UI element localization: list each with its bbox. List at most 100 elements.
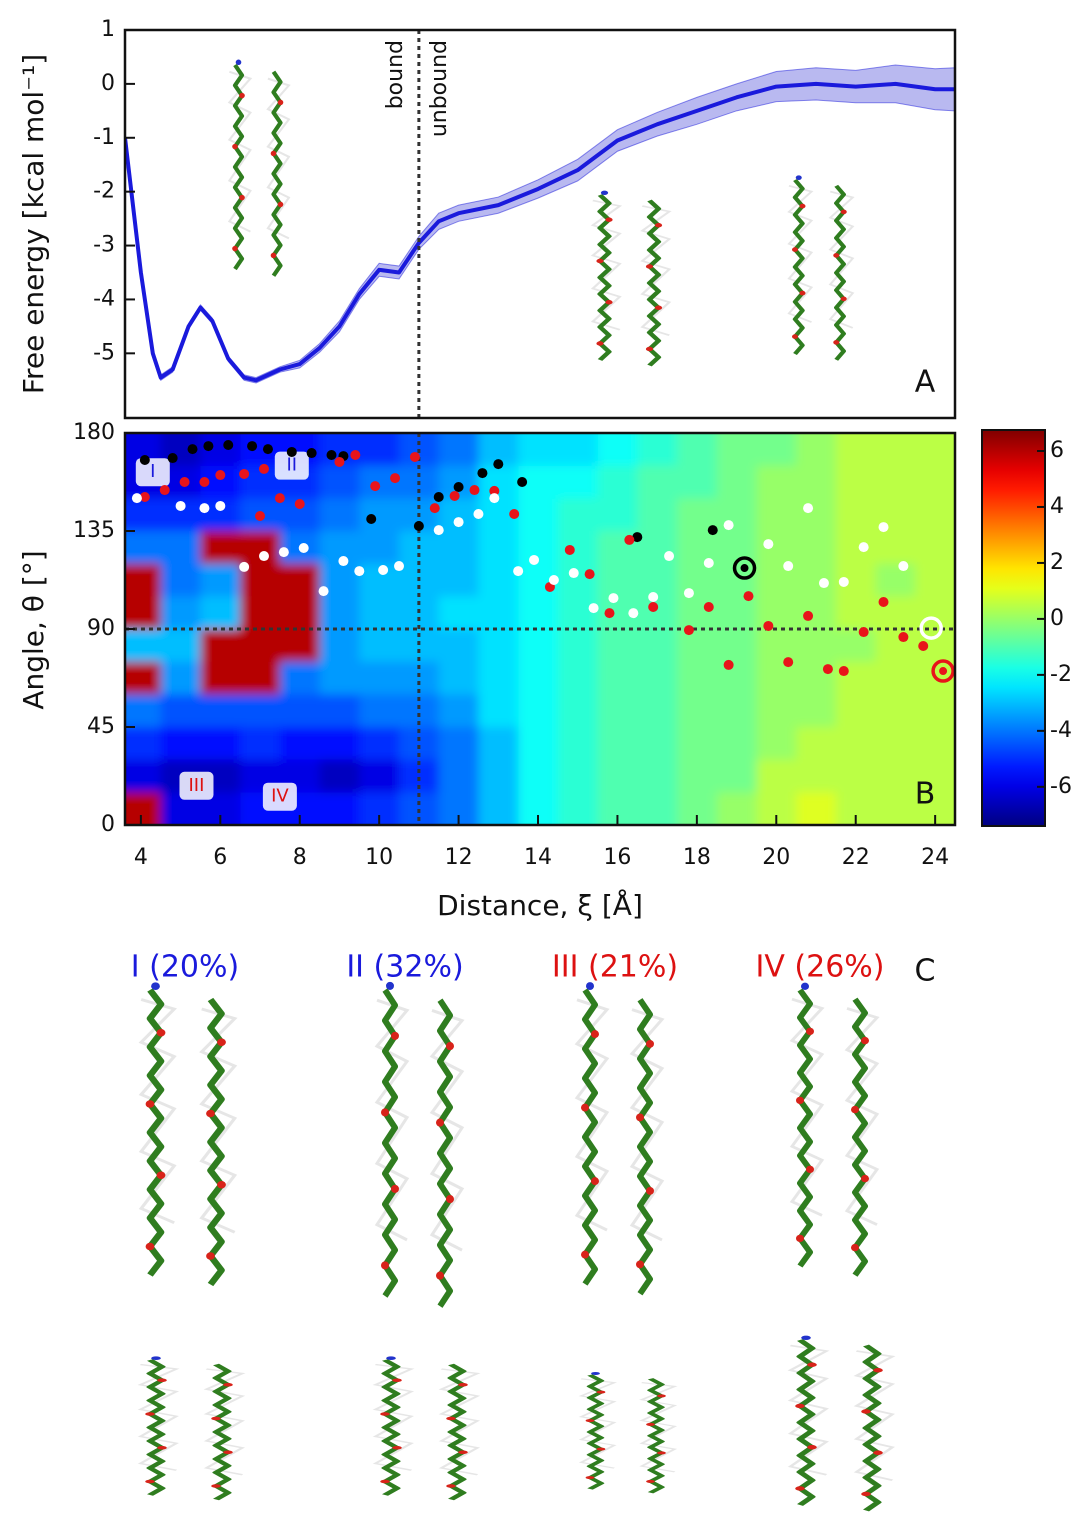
heat-cell xyxy=(478,792,519,825)
point xyxy=(139,492,150,503)
point xyxy=(707,525,718,536)
heat-cell xyxy=(756,465,797,499)
heat-cell xyxy=(835,727,877,761)
point xyxy=(703,558,714,569)
heat-cell xyxy=(875,465,916,499)
heat-cell xyxy=(478,661,519,695)
heat-cell xyxy=(796,531,837,565)
point xyxy=(743,591,754,602)
point xyxy=(167,453,178,464)
heat-cell xyxy=(438,759,479,793)
heat-cell xyxy=(756,759,797,793)
point xyxy=(529,554,540,565)
colorbar-tick-label: -2 xyxy=(1050,662,1071,687)
region-box xyxy=(135,458,170,487)
heat-cell xyxy=(875,563,916,597)
point xyxy=(258,463,269,474)
heat-cell xyxy=(677,433,718,467)
heat-cell xyxy=(875,792,916,825)
heat-cell xyxy=(796,759,837,793)
point xyxy=(588,603,599,614)
heat-cell xyxy=(835,433,877,467)
heat-cell xyxy=(200,563,241,597)
heat-cell xyxy=(716,759,757,793)
heat-cell xyxy=(557,727,599,761)
heat-cell xyxy=(716,792,757,825)
heat-cell xyxy=(915,596,955,630)
heat-cell xyxy=(915,465,955,499)
molecule xyxy=(577,982,662,1294)
point xyxy=(429,503,440,514)
heat-cell xyxy=(716,727,757,761)
heat-cell xyxy=(200,694,241,728)
heat-cell xyxy=(557,596,599,630)
point xyxy=(370,481,381,492)
heat-cell xyxy=(875,694,916,728)
heat-cell xyxy=(438,694,479,728)
point xyxy=(604,608,615,619)
heat-cell xyxy=(359,596,400,630)
heat-cell xyxy=(796,498,837,532)
heat-cell xyxy=(557,465,599,499)
point xyxy=(632,532,643,543)
molecule xyxy=(792,983,877,1276)
heat-cell xyxy=(319,661,360,695)
heat-cell xyxy=(796,727,837,761)
heat-cell xyxy=(915,694,955,728)
point xyxy=(683,588,694,599)
heat-cell xyxy=(557,661,599,695)
heat-cell xyxy=(319,465,360,499)
heat-cell xyxy=(319,694,360,728)
heat-cell xyxy=(875,629,916,663)
heat-cell xyxy=(478,694,519,728)
heat-cell xyxy=(597,629,638,663)
point xyxy=(258,551,269,562)
panel-c: I (20%) II (32%) III (21%) IV (26%) C xyxy=(131,950,935,1511)
point xyxy=(187,444,198,455)
annotation: bound xyxy=(383,40,408,109)
heat-cell xyxy=(200,531,241,565)
heat-cell xyxy=(756,694,797,728)
heat-cell xyxy=(756,531,797,565)
point xyxy=(298,542,309,553)
heat-cell xyxy=(557,629,599,663)
molecule xyxy=(581,1372,675,1493)
x-tick-label: 14 xyxy=(524,845,552,870)
y-axis-label: Angle, θ [°] xyxy=(17,550,50,709)
heat-cell xyxy=(875,759,916,793)
point xyxy=(131,493,142,504)
point xyxy=(139,455,150,466)
point xyxy=(294,498,305,509)
point xyxy=(239,468,250,479)
colorbar-tick-label: -4 xyxy=(1050,718,1071,743)
point xyxy=(822,664,833,675)
colorbar-tick-label: 4 xyxy=(1050,494,1064,519)
point xyxy=(493,459,504,470)
point xyxy=(453,482,464,493)
heat-cell xyxy=(160,433,201,467)
heat-cell xyxy=(756,629,797,663)
heat-cell xyxy=(359,433,400,467)
heat-cell xyxy=(796,465,837,499)
region-box xyxy=(274,451,309,480)
highlight-point xyxy=(931,659,955,683)
colorbar-ticks: -6 -4 -2 0 2 4 6 xyxy=(1037,438,1071,799)
x-tick-label: 10 xyxy=(365,845,393,870)
x-tick-label: 20 xyxy=(762,845,790,870)
region-label: I xyxy=(150,461,155,482)
heat-cell xyxy=(915,531,955,565)
colorbar xyxy=(981,429,1046,827)
heat-cell xyxy=(677,596,718,630)
y-tick-label: -5 xyxy=(93,340,115,365)
point xyxy=(433,525,444,536)
heat-cell xyxy=(160,596,201,630)
heat-cell xyxy=(915,498,955,532)
point xyxy=(838,666,849,677)
highlight-core xyxy=(740,564,749,573)
heat-cell xyxy=(875,531,916,565)
point xyxy=(703,602,714,613)
plot-a xyxy=(125,30,955,418)
point xyxy=(453,517,464,528)
point xyxy=(449,490,460,501)
